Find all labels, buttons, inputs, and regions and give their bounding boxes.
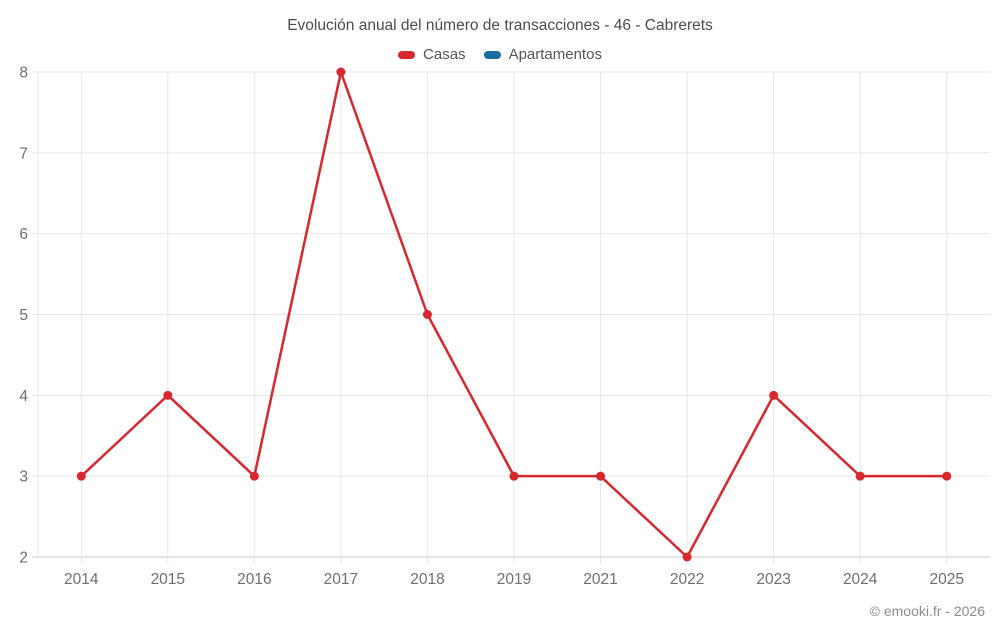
legend-item-casas[interactable]: Casas	[398, 46, 466, 63]
data-point-casas-2014[interactable]	[76, 471, 86, 481]
legend: Casas Apartamentos	[0, 46, 1000, 63]
data-point-casas-2024[interactable]	[855, 471, 865, 481]
data-point-casas-2023[interactable]	[769, 390, 779, 400]
x-tick-label-2018: 2018	[410, 571, 444, 588]
x-tick-label-2017: 2017	[324, 571, 358, 588]
x-tick-label-2022: 2022	[670, 571, 704, 588]
legend-label-casas: Casas	[423, 46, 466, 63]
legend-item-apartamentos[interactable]: Apartamentos	[483, 46, 602, 63]
legend-label-apartamentos: Apartamentos	[508, 46, 602, 63]
y-tick-label-7: 7	[19, 145, 28, 162]
x-tick-label-2016: 2016	[237, 571, 271, 588]
x-tick-label-2025: 2025	[929, 571, 963, 588]
data-point-casas-2022[interactable]	[682, 552, 692, 562]
data-point-casas-2025[interactable]	[942, 471, 952, 481]
data-point-casas-2019[interactable]	[509, 471, 519, 481]
data-point-casas-2017[interactable]	[336, 67, 346, 77]
data-point-casas-2021[interactable]	[596, 471, 606, 481]
x-tick-label-2021: 2021	[583, 571, 617, 588]
y-tick-label-3: 3	[19, 469, 28, 486]
data-point-casas-2015[interactable]	[163, 390, 173, 400]
y-tick-label-4: 4	[19, 388, 28, 405]
legend-swatch-apartamentos-icon	[483, 50, 501, 59]
x-tick-label-2023: 2023	[756, 571, 790, 588]
data-point-casas-2016[interactable]	[249, 471, 259, 481]
y-tick-label-5: 5	[19, 307, 28, 324]
y-tick-label-6: 6	[19, 226, 28, 243]
x-tick-label-2019: 2019	[497, 571, 531, 588]
y-tick-label-2: 2	[19, 550, 28, 567]
y-tick-label-8: 8	[19, 65, 28, 82]
chart-title: Evolución anual del número de transaccio…	[287, 17, 713, 34]
x-tick-label-2014: 2014	[64, 571, 99, 588]
copyright-credit: © emooki.fr - 2026	[869, 603, 985, 619]
x-tick-label-2015: 2015	[151, 571, 185, 588]
x-tick-label-2024: 2024	[843, 571, 878, 588]
data-point-casas-2018[interactable]	[422, 310, 432, 319]
legend-swatch-casas-icon	[398, 50, 416, 59]
